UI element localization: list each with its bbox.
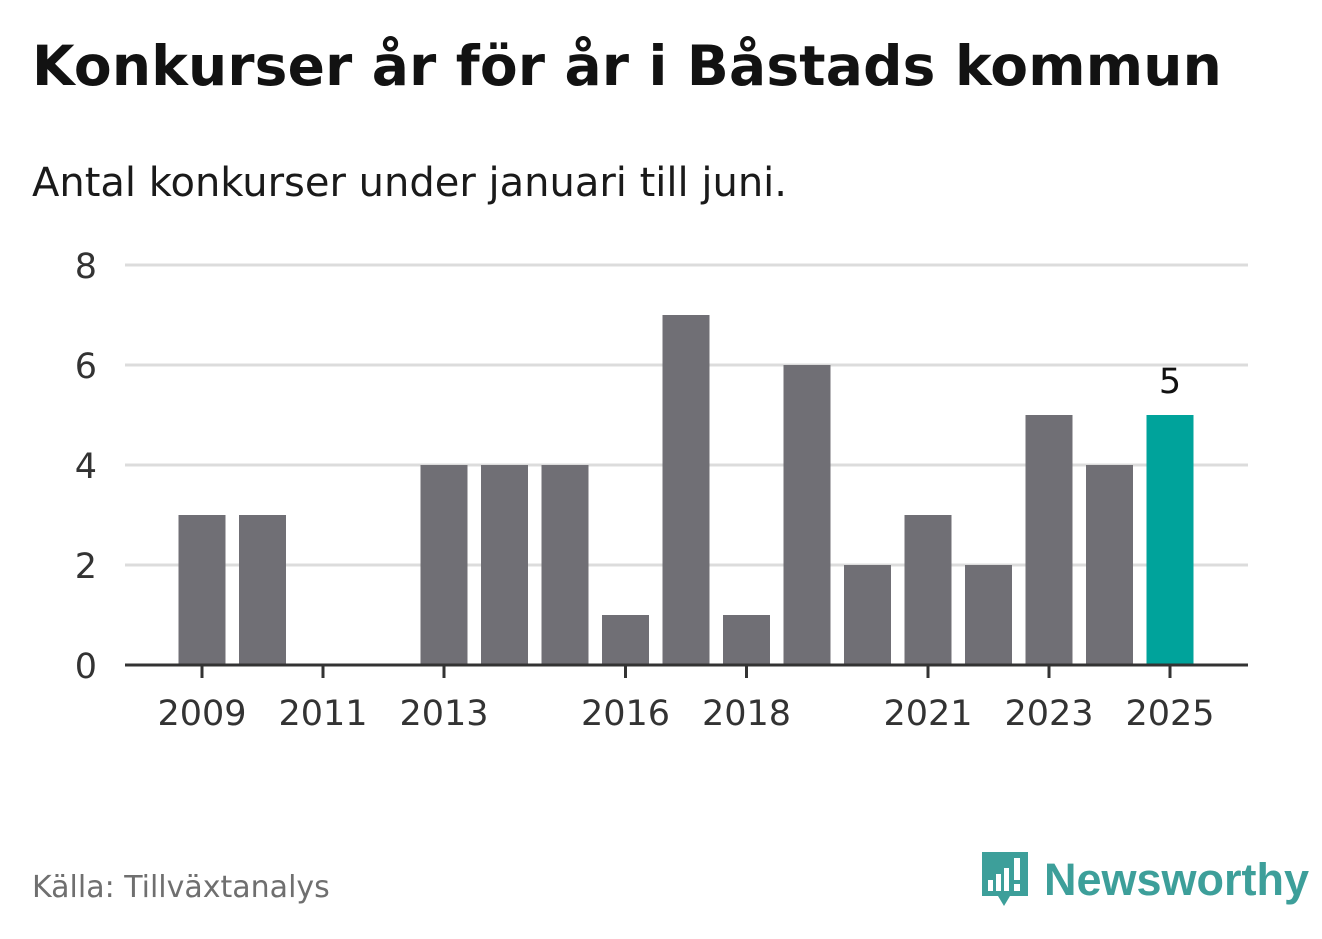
y-tick-label: 6 <box>75 347 97 387</box>
bar-2010 <box>239 515 286 665</box>
brand-name: Newsworthy <box>1044 854 1310 905</box>
source-note: Källa: Tillväxtanalys <box>32 870 330 905</box>
data-label: 5 <box>1159 362 1181 402</box>
x-tick-label: 2018 <box>702 694 791 734</box>
y-tick-label: 0 <box>75 647 97 687</box>
bar-2022 <box>965 565 1012 665</box>
x-tick-label: 2021 <box>883 694 972 734</box>
bar-2009 <box>178 515 226 665</box>
bar-2025 <box>1146 415 1194 665</box>
brand-logo: Newsworthy <box>980 850 1309 910</box>
bar-2013 <box>420 465 468 665</box>
x-tick-label: 2013 <box>399 694 488 734</box>
bar-2020 <box>844 565 891 665</box>
bar-chart: 0 2 4 6 8 2009 2011 2013 2016 2018 2021 2023 2025 5 <box>75 247 1248 734</box>
y-tick-label: 4 <box>75 447 97 487</box>
bar-2023 <box>1025 415 1073 665</box>
x-tick-label: 2011 <box>278 694 367 734</box>
y-tick-label: 8 <box>75 247 97 287</box>
y-tick-label: 2 <box>75 547 97 587</box>
bar-2021 <box>904 515 952 665</box>
bar-2014 <box>481 465 528 665</box>
newsworthy-logo-icon <box>982 852 1028 906</box>
bar-2015 <box>541 465 589 665</box>
bar-2018 <box>723 615 770 665</box>
x-tick-label: 2016 <box>581 694 670 734</box>
bar-2019 <box>783 365 831 665</box>
x-tick-label: 2023 <box>1004 694 1093 734</box>
bar-2024 <box>1086 465 1133 665</box>
chart-title: Konkurser år för år i Båstads kommun <box>32 34 1222 98</box>
chart-subtitle: Antal konkurser under januari till juni. <box>32 160 787 206</box>
x-tick-label: 2025 <box>1125 694 1214 734</box>
bar-2017 <box>662 315 710 665</box>
bar-2016 <box>602 615 649 665</box>
x-tick-label: 2009 <box>157 694 246 734</box>
